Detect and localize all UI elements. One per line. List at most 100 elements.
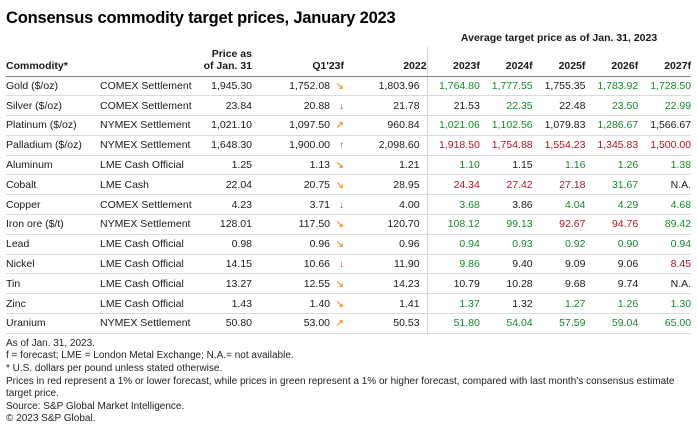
- forecast-value: 3.86: [479, 194, 533, 216]
- q1-forecast-cell: 0.96 ↘: [252, 234, 344, 255]
- forecast-value: 1.27: [532, 293, 586, 315]
- footnote-line: Prices in red represent a 1% or lower fo…: [6, 375, 675, 400]
- table-row: Zinc LME Cash Official 1.43 1.40 ↘ 1.41 1.37 1.…: [6, 293, 692, 315]
- forecast-value: 0.94: [426, 234, 480, 255]
- exchange-label: LME Cash: [100, 174, 202, 196]
- q1-forecast-cell: 10.66 ↓: [252, 254, 344, 275]
- trend-down-right-icon: ↘: [335, 219, 344, 231]
- exchange-label: COMEX Settlement: [100, 194, 202, 216]
- forecast-value: 1,286.67: [585, 115, 639, 136]
- q1-forecast-cell: 1,900.00 ↑: [252, 135, 344, 156]
- exchange-label: COMEX Settlement: [100, 76, 202, 97]
- exchange-label: LME Cash Official: [100, 273, 202, 295]
- trend-up-right-icon: ↗: [335, 318, 344, 330]
- forecast-value: 1.16: [532, 155, 586, 176]
- group-header-spacer: [6, 30, 427, 47]
- forecast-value: 0.90: [585, 234, 639, 255]
- trend-down-right-icon: ↘: [335, 80, 344, 92]
- col-header-commodity: Commodity*: [6, 47, 100, 77]
- price-jan31-value: 22.04: [202, 174, 252, 196]
- price-jan31-value: 0.98: [202, 234, 252, 255]
- footnote-line: © 2023 S&P Global.: [6, 413, 96, 425]
- forecast-value: 1,345.83: [585, 135, 639, 156]
- forecast-value: 1,554.23: [532, 135, 586, 156]
- footnote-line: As of Jan. 31, 2023.: [6, 337, 95, 349]
- forecast-value: 22.48: [532, 95, 586, 117]
- forecast-value: 1,755.35: [532, 76, 586, 97]
- table-row: Copper COMEX Settlement 4.23 3.71 ↓ 4.00 3.68 3…: [6, 194, 692, 216]
- forecast-value: 10.28: [479, 273, 533, 295]
- forecast-value: 1,500.00: [638, 135, 692, 156]
- forecast-value: 65.00: [638, 313, 692, 334]
- forecast-value: 22.35: [479, 95, 533, 117]
- trend-up-right-icon: ↗: [335, 120, 344, 132]
- forecast-value: 23.50: [585, 95, 639, 117]
- col-header-q1-23f: Q1'23f: [252, 47, 344, 77]
- year-2022-value: 11.90: [344, 254, 428, 275]
- trend-down-right-icon: ↘: [335, 278, 344, 290]
- forecast-value: 54.04: [479, 313, 533, 334]
- footnote-line: f = forecast; LME = London Metal Exchang…: [6, 350, 294, 362]
- exchange-label: LME Cash Official: [100, 234, 202, 255]
- forecast-value: 9.68: [532, 273, 586, 295]
- year-2022-value: 50.53: [344, 313, 428, 334]
- table-row: Palladium ($/oz) NYMEX Settlement 1,648.30…: [6, 135, 692, 156]
- exchange-label: NYMEX Settlement: [100, 115, 202, 136]
- trend-down-right-icon: ↘: [335, 239, 344, 251]
- table-row: Uranium NYMEX Settlement 50.80 53.00 ↗ 50.53 5…: [6, 313, 692, 334]
- q1-forecast-cell: 3.71 ↓: [252, 194, 344, 216]
- trend-down-right-icon: ↘: [335, 179, 344, 191]
- q1-forecast-cell: 20.88 ↓: [252, 95, 344, 117]
- forecast-value: 9.09: [532, 254, 586, 275]
- q1-forecast-value: 10.66: [303, 258, 330, 271]
- q1-forecast-cell: 53.00 ↗: [252, 313, 344, 334]
- price-jan31-value: 1.43: [202, 293, 252, 315]
- forecast-value: 1,566.67: [638, 115, 692, 136]
- commodity-label: Silver ($/oz): [6, 95, 100, 117]
- q1-forecast-value: 20.75: [303, 178, 330, 191]
- forecast-value: 1,754.88: [479, 135, 533, 156]
- forecast-value: 9.06: [585, 254, 639, 275]
- forecast-value: 24.34: [426, 174, 480, 196]
- forecast-value: 9.40: [479, 254, 533, 275]
- exchange-label: COMEX Settlement: [100, 95, 202, 117]
- table-row: Nickel LME Cash Official 14.15 10.66 ↓ 11.90 9…: [6, 254, 692, 275]
- forecast-value: 4.29: [585, 194, 639, 216]
- group-header-row: Average target price as of Jan. 31, 2023: [6, 30, 691, 47]
- year-2022-value: 4.00: [344, 194, 428, 216]
- forecast-value: N.A.: [638, 273, 692, 295]
- forecast-value: 1,021.06: [426, 115, 480, 136]
- forecast-value: 1,783.92: [585, 76, 639, 97]
- commodity-label: Palladium ($/oz): [6, 135, 100, 156]
- q1-forecast-cell: 1.40 ↘: [252, 293, 344, 315]
- exchange-label: LME Cash Official: [100, 155, 202, 176]
- col-header-2025f: 2025f: [532, 47, 586, 77]
- forecast-value: 10.79: [426, 273, 480, 295]
- trend-down-icon: ↓: [339, 100, 344, 112]
- commodity-label: Aluminum: [6, 155, 100, 176]
- forecast-value: 1.26: [585, 293, 639, 315]
- trend-down-right-icon: ↘: [335, 298, 344, 310]
- q1-forecast-value: 1.13: [309, 159, 330, 172]
- trend-down-icon: ↓: [339, 259, 344, 271]
- forecast-value: 94.76: [585, 214, 639, 235]
- price-jan31-value: 23.84: [202, 95, 252, 117]
- table-row: Tin LME Cash Official 13.27 12.55 ↘ 14.23 10.7…: [6, 273, 692, 295]
- q1-forecast-value: 3.71: [309, 198, 330, 211]
- commodity-price-table: Average target price as of Jan. 31, 2023…: [6, 30, 692, 334]
- forecast-value: 27.18: [532, 174, 586, 196]
- col-header-2026f: 2026f: [585, 47, 639, 77]
- commodity-label: Lead: [6, 234, 100, 255]
- year-2022-value: 21.78: [344, 95, 428, 117]
- forecast-value: 9.86: [426, 254, 480, 275]
- forecast-value: 0.92: [532, 234, 586, 255]
- commodity-label: Tin: [6, 273, 100, 295]
- trend-up-icon: ↑: [339, 140, 344, 152]
- col-header-price-jan31: Price as of Jan. 31: [202, 47, 252, 77]
- q1-forecast-cell: 117.50 ↘: [252, 214, 344, 235]
- forecast-value: 1,728.50: [638, 76, 692, 97]
- forecast-value: 1,764.80: [426, 76, 480, 97]
- forecast-value: 1.15: [479, 155, 533, 176]
- forecast-value: 27.42: [479, 174, 533, 196]
